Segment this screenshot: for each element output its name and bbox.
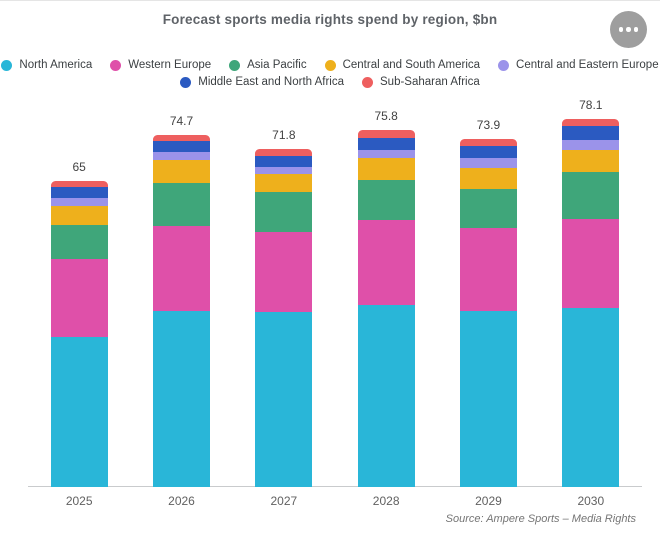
x-axis-label: 2028 bbox=[372, 494, 400, 508]
bar-segment-north-america-2029[interactable] bbox=[459, 311, 517, 487]
x-axis-line bbox=[28, 485, 642, 487]
legend-item-western-europe: Western Europe bbox=[110, 59, 211, 71]
legend-item-central-and-south-america: Central and South America bbox=[324, 59, 481, 71]
bar-segment-middle-east-and-north-africa-2029[interactable] bbox=[459, 145, 517, 158]
x-axis-label: 2026 bbox=[168, 494, 195, 508]
bar-segment-central-and-south-america-2026[interactable] bbox=[152, 160, 210, 183]
bar-segment-sub-saharan-africa-2027[interactable] bbox=[255, 149, 313, 156]
bar-segment-central-and-eastern-europe-2025[interactable] bbox=[50, 198, 108, 206]
bar-segment-western-europe-2025[interactable] bbox=[50, 259, 108, 337]
bar-segment-north-america-2027[interactable] bbox=[255, 312, 313, 487]
legend-row: Middle East and North Africa Sub-Saharan … bbox=[180, 76, 480, 88]
stacked-bar-2030[interactable] bbox=[562, 119, 620, 487]
chart-title: Forecast sports media rights spend by re… bbox=[162, 12, 498, 27]
stacked-bar-2026[interactable] bbox=[152, 135, 210, 487]
stacked-bar-2028[interactable] bbox=[357, 130, 415, 487]
legend-dot-icon bbox=[180, 76, 192, 88]
bar-segment-asia-pacific-2029[interactable] bbox=[459, 189, 517, 228]
legend-item-central-and-eastern-europe: Central and Eastern Europe bbox=[498, 59, 659, 71]
x-axis-label: 2030 bbox=[577, 494, 605, 508]
bar-segment-western-europe-2028[interactable] bbox=[357, 220, 415, 306]
x-axis-label: 2029 bbox=[475, 494, 502, 508]
bar-segment-asia-pacific-2025[interactable] bbox=[50, 224, 108, 260]
bar-segment-central-and-south-america-2027[interactable] bbox=[255, 174, 313, 192]
bar-segment-north-america-2030[interactable] bbox=[562, 307, 620, 487]
legend-dot-icon bbox=[1, 59, 13, 71]
bar-total-label: 71.8 bbox=[272, 127, 296, 142]
bar-segment-central-and-eastern-europe-2028[interactable] bbox=[357, 149, 415, 159]
legend-label: North America bbox=[19, 59, 93, 71]
bar-segment-central-and-south-america-2030[interactable] bbox=[562, 150, 620, 173]
x-axis-label: 2025 bbox=[65, 494, 93, 508]
legend-row: North America Western Europe Asia Pacific C… bbox=[1, 59, 659, 71]
bar-segment-western-europe-2030[interactable] bbox=[562, 218, 620, 308]
bar-column-2030: 78.1 2030 bbox=[540, 98, 642, 508]
bar-column-2029: 73.9 2029 bbox=[437, 101, 539, 508]
legend-item-north-america: North America bbox=[1, 59, 92, 71]
legend-dot-icon bbox=[498, 59, 510, 71]
bar-segment-central-and-eastern-europe-2029[interactable] bbox=[459, 157, 517, 168]
bar-segment-middle-east-and-north-africa-2030[interactable] bbox=[562, 126, 620, 141]
bar-column-2025: 65 2025 bbox=[28, 101, 130, 508]
plot-area: 65 2025 74.7 2026 71.8 2027 75.8 2028 73.9 2029 78… bbox=[28, 98, 642, 508]
bar-segment-north-america-2025[interactable] bbox=[50, 336, 108, 487]
bar-segment-central-and-eastern-europe-2030[interactable] bbox=[562, 140, 620, 151]
ellipsis-icon bbox=[618, 27, 639, 32]
legend-item-asia-pacific: Asia Pacific bbox=[229, 59, 307, 71]
bar-segment-western-europe-2026[interactable] bbox=[152, 226, 210, 311]
legend-label: Sub-Saharan Africa bbox=[380, 76, 480, 88]
legend-item-sub-saharan-africa: Sub-Saharan Africa bbox=[362, 76, 480, 88]
bar-segment-asia-pacific-2027[interactable] bbox=[255, 191, 313, 233]
bar-segment-asia-pacific-2028[interactable] bbox=[357, 179, 415, 221]
stacked-bar-2027[interactable] bbox=[255, 149, 313, 487]
legend-label: Central and Eastern Europe bbox=[516, 59, 659, 71]
bar-total-label: 75.8 bbox=[374, 109, 398, 124]
legend-dot-icon bbox=[362, 76, 373, 88]
bar-segment-middle-east-and-north-africa-2027[interactable] bbox=[255, 155, 313, 167]
legend-dot-icon bbox=[324, 59, 336, 71]
bar-segment-north-america-2028[interactable] bbox=[357, 305, 415, 487]
bar-segment-sub-saharan-africa-2029[interactable] bbox=[459, 139, 517, 146]
bar-total-label: 73.9 bbox=[476, 118, 501, 133]
bar-segment-central-and-south-america-2029[interactable] bbox=[459, 167, 517, 190]
more-options-button[interactable] bbox=[610, 11, 647, 48]
stacked-bar-2025[interactable] bbox=[50, 181, 108, 487]
legend-dot-icon bbox=[110, 59, 122, 71]
bar-segment-sub-saharan-africa-2028[interactable] bbox=[357, 130, 415, 138]
legend-label: Asia Pacific bbox=[247, 59, 307, 71]
bar-segment-middle-east-and-north-africa-2026[interactable] bbox=[152, 140, 210, 152]
bar-segment-central-and-south-america-2028[interactable] bbox=[357, 158, 415, 180]
bar-column-2028: 75.8 2028 bbox=[335, 101, 437, 508]
legend-dot-icon bbox=[229, 59, 241, 71]
bar-segment-asia-pacific-2030[interactable] bbox=[562, 172, 620, 219]
x-axis-label: 2027 bbox=[270, 494, 298, 508]
bar-segment-sub-saharan-africa-2026[interactable] bbox=[152, 135, 210, 141]
legend-label: Central and South America bbox=[342, 59, 481, 71]
bar-segment-central-and-eastern-europe-2027[interactable] bbox=[255, 166, 313, 175]
bar-total-label: 78.1 bbox=[579, 98, 603, 113]
bar-segment-central-and-eastern-europe-2026[interactable] bbox=[152, 151, 210, 161]
bar-segment-western-europe-2029[interactable] bbox=[459, 227, 517, 312]
legend: North America Western Europe Asia Pacific C… bbox=[0, 59, 660, 88]
bar-segment-middle-east-and-north-africa-2028[interactable] bbox=[357, 137, 415, 150]
bar-total-label: 65 bbox=[72, 159, 86, 174]
bar-segment-sub-saharan-africa-2025[interactable] bbox=[50, 181, 108, 187]
bar-segment-western-europe-2027[interactable] bbox=[255, 232, 313, 313]
stacked-bar-2029[interactable] bbox=[459, 139, 517, 487]
legend-item-middle-east-and-north-africa: Middle East and North Africa bbox=[180, 76, 344, 88]
source-text: Source: Ampere Sports – Media Rights bbox=[445, 513, 636, 525]
bar-column-2026: 74.7 2026 bbox=[130, 101, 232, 508]
bar-segment-sub-saharan-africa-2030[interactable] bbox=[562, 119, 620, 127]
legend-label: Western Europe bbox=[128, 59, 212, 71]
bar-segment-asia-pacific-2026[interactable] bbox=[152, 182, 210, 227]
legend-label: Middle East and North Africa bbox=[198, 76, 344, 88]
bar-segment-central-and-south-america-2025[interactable] bbox=[50, 205, 108, 225]
bar-column-2027: 71.8 2027 bbox=[233, 101, 335, 508]
bar-total-label: 74.7 bbox=[169, 114, 194, 129]
bar-segment-middle-east-and-north-africa-2025[interactable] bbox=[50, 186, 108, 199]
bar-segment-north-america-2026[interactable] bbox=[152, 310, 210, 487]
